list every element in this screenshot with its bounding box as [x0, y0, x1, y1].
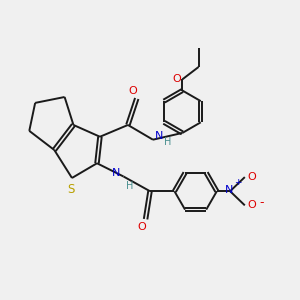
Text: S: S [67, 183, 74, 196]
Text: O: O [172, 74, 181, 84]
Text: -: - [260, 196, 264, 209]
Text: O: O [129, 85, 138, 95]
Text: O: O [248, 200, 256, 210]
Text: O: O [138, 222, 146, 232]
Text: H: H [126, 181, 133, 191]
Text: H: H [164, 137, 172, 147]
Text: N: N [112, 168, 121, 178]
Text: N: N [154, 131, 163, 141]
Text: +: + [234, 178, 241, 188]
Text: O: O [248, 172, 256, 182]
Text: N: N [225, 185, 234, 195]
